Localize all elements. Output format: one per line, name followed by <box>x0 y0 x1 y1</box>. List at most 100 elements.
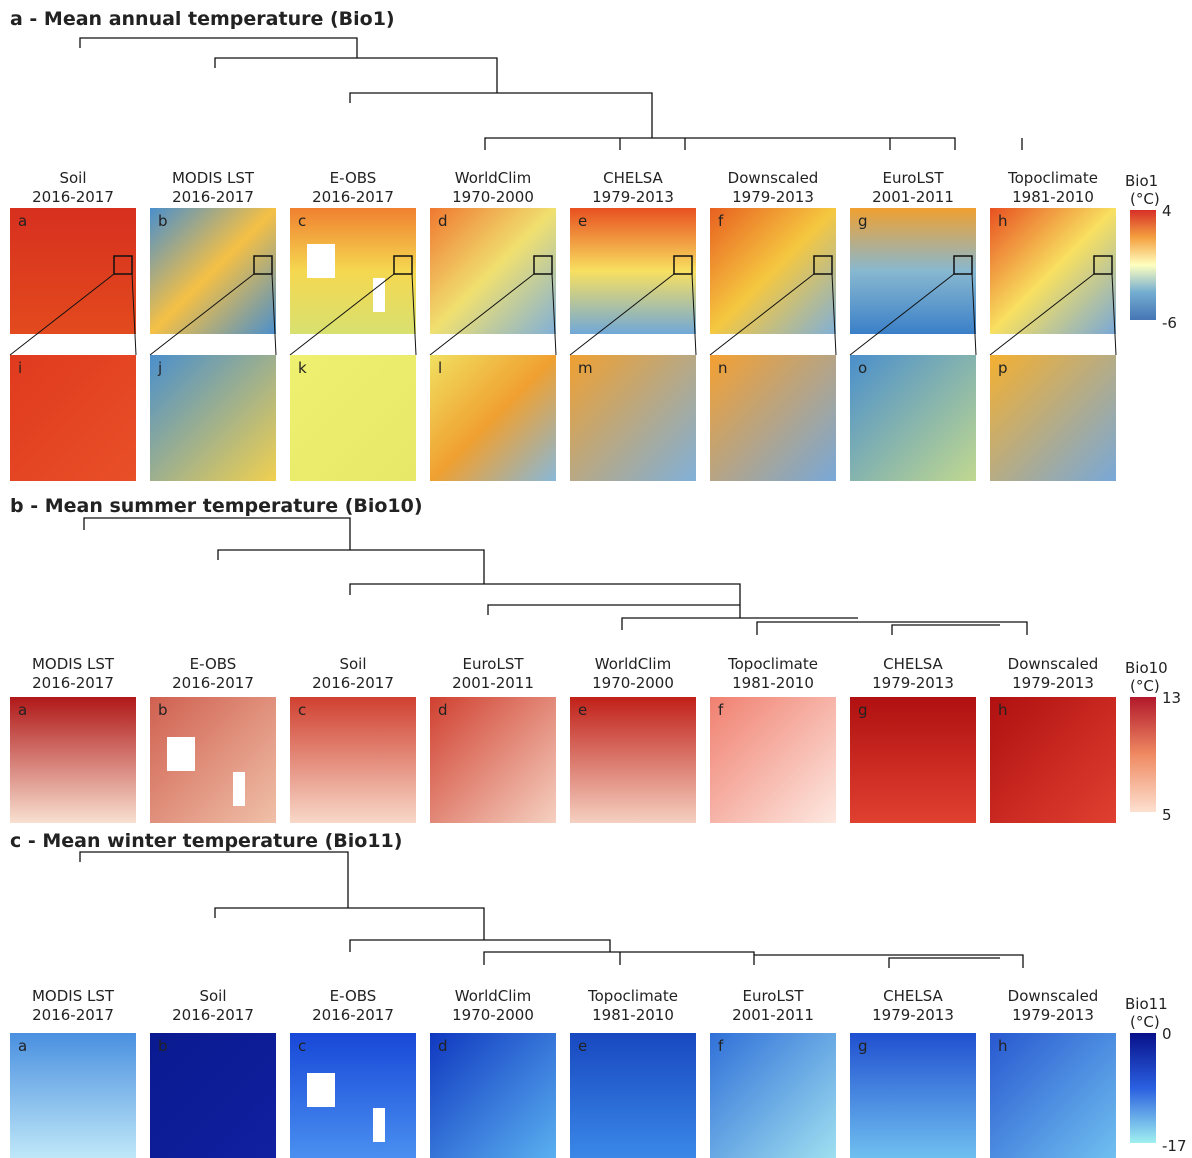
panel-period: 1970-2000 <box>452 188 534 206</box>
legend-min: -6 <box>1162 314 1177 332</box>
panel-letter: e <box>578 212 587 230</box>
no-data <box>307 1073 335 1107</box>
map <box>430 697 556 823</box>
panel-name: CHELSA <box>883 987 943 1005</box>
map <box>10 1033 136 1158</box>
panel-letter: d <box>438 212 448 230</box>
zoom-box <box>253 255 273 275</box>
legend-min: -17 <box>1162 1137 1187 1155</box>
zoom-box <box>813 255 833 275</box>
panel-name: Topoclimate <box>587 987 678 1005</box>
section-title: c - Mean winter temperature (Bio11) <box>10 830 402 852</box>
panel-period: 2016-2017 <box>312 674 394 692</box>
map <box>710 1033 836 1158</box>
zoom-line <box>131 273 137 356</box>
panel-name: CHELSA <box>883 655 943 673</box>
panel-name: E-OBS <box>330 987 377 1005</box>
zoom-line <box>831 273 837 356</box>
panel-name: MODIS LST <box>172 169 255 187</box>
zoom-map <box>430 355 556 481</box>
panel-period: 1979-2013 <box>592 188 674 206</box>
legend-unit: (°C) <box>1130 1013 1160 1031</box>
panel-letter: e <box>578 1037 587 1055</box>
panel-letter: f <box>718 701 724 719</box>
no-data <box>233 772 245 806</box>
colorbar <box>1130 697 1156 812</box>
zoom-map <box>290 355 416 481</box>
zoom-map <box>990 355 1116 481</box>
panel-period: 1981-2010 <box>732 674 814 692</box>
zoom-line <box>971 273 977 356</box>
zoom-box <box>393 255 413 275</box>
panel-letter: g <box>858 701 868 719</box>
map <box>290 697 416 823</box>
panel-name: Downscaled <box>1008 655 1099 673</box>
panel-name: Downscaled <box>728 169 819 187</box>
panel-period: 2016-2017 <box>32 1006 114 1024</box>
zoom-line <box>271 273 277 356</box>
colorbar <box>1130 210 1156 320</box>
panel-letter: c <box>298 212 306 230</box>
panel-period: 2016-2017 <box>172 188 254 206</box>
dendrogram-c <box>79 851 1024 968</box>
panel-name: Soil <box>59 169 86 187</box>
panel-name: WorldClim <box>595 655 671 673</box>
zoom-letter: m <box>578 359 593 377</box>
panel-name: EuroLST <box>742 987 804 1005</box>
panel-period: 1970-2000 <box>592 674 674 692</box>
map <box>850 697 976 823</box>
panel-period: 1979-2013 <box>732 188 814 206</box>
zoom-letter: o <box>858 359 867 377</box>
legend-min: 5 <box>1162 806 1172 824</box>
panel-letter: b <box>158 1037 168 1055</box>
legend-label: Bio11 <box>1125 995 1168 1013</box>
panel-letter: a <box>18 701 27 719</box>
zoom-line <box>989 273 1095 356</box>
panel-period: 1979-2013 <box>872 1006 954 1024</box>
panel-name: WorldClim <box>455 169 531 187</box>
panel-period: 2016-2017 <box>172 1006 254 1024</box>
legend-unit: (°C) <box>1130 190 1160 208</box>
panel-letter: h <box>998 1037 1008 1055</box>
panel-letter: d <box>438 1037 448 1055</box>
zoom-letter: j <box>157 359 162 377</box>
panel-name: MODIS LST <box>32 987 115 1005</box>
dendrogram-a <box>79 37 1023 150</box>
zoom-box <box>1093 255 1113 275</box>
panel-period: 2016-2017 <box>312 1006 394 1024</box>
no-data <box>167 737 195 771</box>
panel-period: 2001-2011 <box>452 674 534 692</box>
no-data <box>307 244 335 278</box>
zoom-letter: l <box>438 359 442 377</box>
map <box>570 697 696 823</box>
map <box>990 208 1116 334</box>
panel-period: 1981-2010 <box>592 1006 674 1024</box>
panel-letter: b <box>158 212 168 230</box>
legend-max: 13 <box>1162 689 1181 707</box>
panel-period: 2016-2017 <box>172 674 254 692</box>
panel-period: 1979-2013 <box>872 674 954 692</box>
panel-period: 1981-2010 <box>1012 188 1094 206</box>
map <box>710 208 836 334</box>
map <box>850 208 976 334</box>
panel-period: 1970-2000 <box>452 1006 534 1024</box>
colorbar <box>1130 1033 1156 1143</box>
zoom-map <box>570 355 696 481</box>
panel-letter: h <box>998 212 1008 230</box>
map <box>150 208 276 334</box>
panel-letter: a <box>18 1037 27 1055</box>
panel-letter: h <box>998 701 1008 719</box>
panel-letter: c <box>298 701 306 719</box>
legend-label: Bio10 <box>1125 659 1168 677</box>
map <box>570 208 696 334</box>
zoom-line <box>551 273 557 356</box>
panel-name: Downscaled <box>1008 987 1099 1005</box>
map <box>570 1033 696 1158</box>
zoom-line <box>849 273 955 356</box>
map <box>150 1033 276 1158</box>
zoom-line <box>569 273 675 356</box>
panel-name: Topoclimate <box>727 655 818 673</box>
map <box>10 208 136 334</box>
panel-name: EuroLST <box>882 169 944 187</box>
